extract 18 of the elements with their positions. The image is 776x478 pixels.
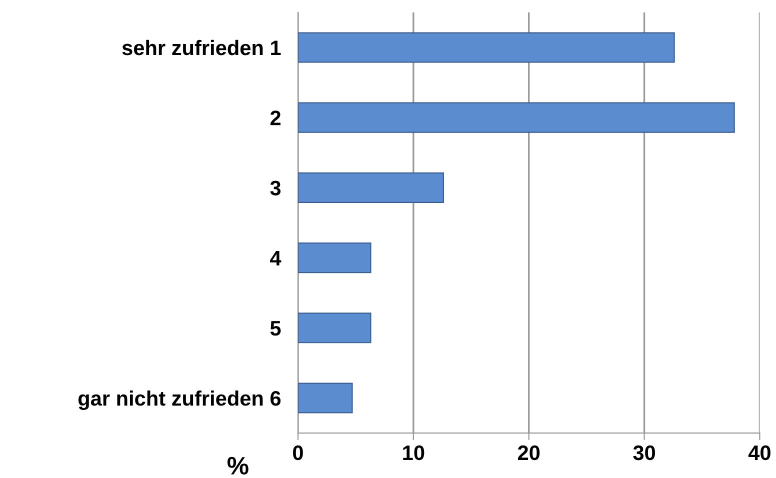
- x-tick-label: 40: [748, 445, 770, 460]
- bar: [298, 312, 372, 344]
- y-tick-label: 3: [270, 180, 281, 196]
- bar: [298, 242, 372, 274]
- y-tick-label: gar nicht zufrieden 6: [78, 390, 281, 410]
- x-axis-title: %: [227, 456, 248, 475]
- x-tick-label: 20: [518, 445, 540, 460]
- y-tick-label: 2: [270, 110, 280, 126]
- y-tick-label: sehr zufrieden 1: [122, 40, 281, 56]
- bar: [298, 32, 675, 63]
- y-tick-label: 5: [270, 321, 281, 336]
- bar: [298, 382, 353, 414]
- x-tick-label: 30: [633, 445, 656, 460]
- x-tick-label: 10: [403, 445, 424, 460]
- y-tick-label: 4: [270, 251, 282, 266]
- x-tick-label: 0: [293, 445, 303, 460]
- bar: [298, 102, 735, 133]
- bar: [298, 172, 444, 203]
